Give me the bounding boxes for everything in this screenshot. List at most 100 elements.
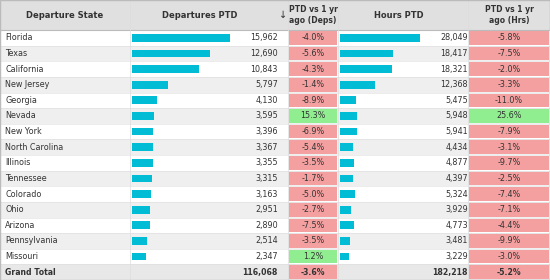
- Bar: [340, 128, 357, 136]
- Bar: [340, 253, 349, 260]
- Bar: [340, 65, 392, 73]
- Bar: [340, 81, 375, 88]
- Bar: [340, 206, 351, 214]
- Text: -2.0%: -2.0%: [497, 65, 521, 74]
- Text: -4.4%: -4.4%: [497, 221, 520, 230]
- Bar: [340, 50, 393, 57]
- Bar: [469, 78, 549, 92]
- Bar: [469, 94, 549, 107]
- Bar: [132, 190, 151, 198]
- Text: -9.9%: -9.9%: [497, 236, 521, 246]
- Text: Departure State: Departure State: [26, 10, 103, 20]
- Text: -7.4%: -7.4%: [497, 190, 521, 199]
- Text: PTD vs 1 yr
ago (Hrs): PTD vs 1 yr ago (Hrs): [485, 5, 534, 25]
- Bar: [289, 265, 337, 279]
- Text: 18,417: 18,417: [441, 49, 468, 58]
- Bar: [0, 218, 550, 233]
- Bar: [289, 62, 337, 76]
- Text: 4,397: 4,397: [446, 174, 468, 183]
- Text: -2.5%: -2.5%: [497, 174, 521, 183]
- Bar: [289, 156, 337, 170]
- Bar: [289, 234, 337, 248]
- Bar: [289, 250, 337, 263]
- Text: -4.3%: -4.3%: [301, 65, 324, 74]
- Text: Texas: Texas: [5, 49, 27, 58]
- Text: 12,690: 12,690: [250, 49, 278, 58]
- Text: -7.5%: -7.5%: [301, 221, 324, 230]
- Bar: [469, 31, 549, 45]
- Text: -9.7%: -9.7%: [497, 158, 521, 167]
- Text: 2,951: 2,951: [255, 205, 278, 214]
- Bar: [0, 108, 550, 124]
- Text: 10,843: 10,843: [251, 65, 278, 74]
- Bar: [289, 47, 337, 60]
- Text: 3,163: 3,163: [256, 190, 278, 199]
- Bar: [469, 109, 549, 123]
- Bar: [469, 187, 549, 201]
- Bar: [469, 172, 549, 185]
- Bar: [132, 237, 147, 245]
- Bar: [132, 34, 230, 42]
- Text: -3.5%: -3.5%: [301, 236, 324, 246]
- Text: 3,481: 3,481: [446, 236, 468, 246]
- Bar: [0, 155, 550, 171]
- Text: 3,396: 3,396: [256, 127, 278, 136]
- Text: 5,797: 5,797: [255, 80, 278, 89]
- Bar: [132, 96, 157, 104]
- Bar: [289, 31, 337, 45]
- Text: 3,929: 3,929: [446, 205, 468, 214]
- Text: -5.6%: -5.6%: [301, 49, 324, 58]
- Text: -5.0%: -5.0%: [301, 190, 324, 199]
- Text: 3,229: 3,229: [446, 252, 468, 261]
- Text: -2.7%: -2.7%: [301, 205, 324, 214]
- Bar: [340, 96, 356, 104]
- Text: 15,962: 15,962: [250, 33, 278, 42]
- Text: 4,130: 4,130: [256, 96, 278, 105]
- Text: ↓: ↓: [279, 10, 287, 20]
- Text: -3.5%: -3.5%: [301, 158, 324, 167]
- Text: -1.7%: -1.7%: [301, 174, 324, 183]
- Text: -11.0%: -11.0%: [495, 96, 523, 105]
- Text: 2,890: 2,890: [255, 221, 278, 230]
- Text: 15.3%: 15.3%: [300, 111, 326, 120]
- Text: 3,315: 3,315: [256, 174, 278, 183]
- Text: New York: New York: [5, 127, 42, 136]
- Bar: [0, 249, 550, 264]
- Text: 3,595: 3,595: [255, 111, 278, 120]
- Text: -5.2%: -5.2%: [497, 268, 521, 277]
- Text: 4,773: 4,773: [446, 221, 468, 230]
- Bar: [0, 61, 550, 77]
- Text: -3.1%: -3.1%: [497, 143, 520, 152]
- Text: PTD vs 1 yr
ago (Deps): PTD vs 1 yr ago (Deps): [289, 5, 338, 25]
- Text: -8.9%: -8.9%: [301, 96, 324, 105]
- Text: 4,877: 4,877: [446, 158, 468, 167]
- Bar: [340, 221, 354, 229]
- Bar: [340, 159, 354, 167]
- Text: 116,068: 116,068: [243, 268, 278, 277]
- Bar: [289, 187, 337, 201]
- Bar: [132, 206, 150, 214]
- Bar: [340, 174, 353, 182]
- Text: 5,475: 5,475: [446, 96, 468, 105]
- Bar: [469, 218, 549, 232]
- Text: 182,218: 182,218: [432, 268, 468, 277]
- Text: North Carolina: North Carolina: [5, 143, 63, 152]
- Text: -7.9%: -7.9%: [497, 127, 521, 136]
- Bar: [289, 203, 337, 216]
- Bar: [289, 109, 337, 123]
- Bar: [0, 77, 550, 92]
- Bar: [132, 253, 146, 260]
- Text: Grand Total: Grand Total: [5, 268, 56, 277]
- Bar: [289, 140, 337, 154]
- Text: Georgia: Georgia: [5, 96, 37, 105]
- Bar: [469, 47, 549, 60]
- Bar: [0, 171, 550, 186]
- Text: 5,948: 5,948: [446, 111, 468, 120]
- Bar: [132, 174, 152, 182]
- Text: Hours PTD: Hours PTD: [374, 10, 424, 20]
- Text: Florida: Florida: [5, 33, 32, 42]
- Text: Departures PTD: Departures PTD: [162, 10, 238, 20]
- Bar: [132, 65, 199, 73]
- Text: -7.1%: -7.1%: [497, 205, 521, 214]
- Bar: [0, 139, 550, 155]
